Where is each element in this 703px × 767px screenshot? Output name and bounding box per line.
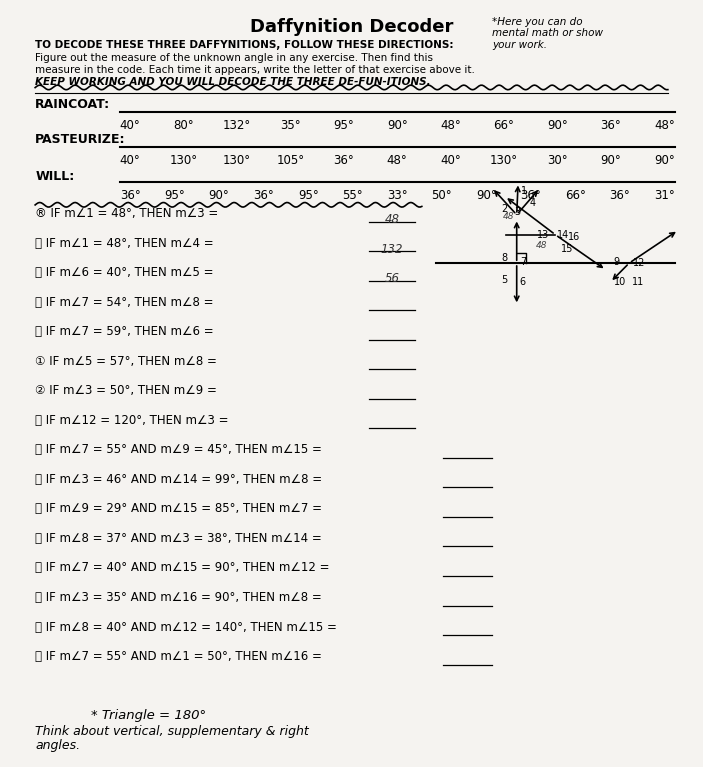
Text: 56: 56 <box>385 272 399 285</box>
Text: 1: 1 <box>521 186 527 196</box>
Text: 4: 4 <box>529 198 536 208</box>
Text: 90°: 90° <box>654 154 675 167</box>
Text: 14: 14 <box>557 230 569 240</box>
Text: ① IF m∠5 = 57°, THEN m∠8 =: ① IF m∠5 = 57°, THEN m∠8 = <box>35 354 217 367</box>
Text: 6: 6 <box>520 277 526 287</box>
Text: Ⓤ IF m∠1 = 48°, THEN m∠4 =: Ⓤ IF m∠1 = 48°, THEN m∠4 = <box>35 236 214 249</box>
Text: 36°: 36° <box>333 154 354 167</box>
Text: Ⓕ IF m∠8 = 37° AND m∠3 = 38°, THEN m∠14 =: Ⓕ IF m∠8 = 37° AND m∠3 = 38°, THEN m∠14 … <box>35 532 322 545</box>
Text: 30°: 30° <box>547 154 568 167</box>
Text: 95°: 95° <box>165 189 185 202</box>
Text: Ⓞ IF m∠7 = 40° AND m∠15 = 90°, THEN m∠12 =: Ⓞ IF m∠7 = 40° AND m∠15 = 90°, THEN m∠12… <box>35 561 330 574</box>
Text: 66°: 66° <box>565 189 586 202</box>
Text: TO DECODE THESE THREE DAFFYNITIONS, FOLLOW THESE DIRECTIONS:: TO DECODE THESE THREE DAFFYNITIONS, FOLL… <box>35 40 453 50</box>
Text: 90°: 90° <box>547 119 568 132</box>
Text: 40°: 40° <box>440 154 461 167</box>
Text: 48: 48 <box>503 212 514 221</box>
Text: 132°: 132° <box>223 119 251 132</box>
Text: ⓗ IF m∠7 = 55° AND m∠9 = 45°, THEN m∠15 =: ⓗ IF m∠7 = 55° AND m∠9 = 45°, THEN m∠15 … <box>35 443 322 456</box>
Text: 36°: 36° <box>253 189 274 202</box>
Text: 16: 16 <box>568 232 580 242</box>
Text: Ⓐ IF m∠7 = 54°, THEN m∠8 =: Ⓐ IF m∠7 = 54°, THEN m∠8 = <box>35 295 214 308</box>
Text: Ⓔ IF m∠8 = 40° AND m∠12 = 140°, THEN m∠15 =: Ⓔ IF m∠8 = 40° AND m∠12 = 140°, THEN m∠1… <box>35 621 337 634</box>
Text: 50°: 50° <box>432 189 452 202</box>
Text: 40°: 40° <box>120 119 141 132</box>
Text: Ⓠ IF m∠3 = 35° AND m∠16 = 90°, THEN m∠8 =: Ⓠ IF m∠3 = 35° AND m∠16 = 90°, THEN m∠8 … <box>35 591 322 604</box>
Text: Ⓢ IF m∠12 = 120°, THEN m∠3 =: Ⓢ IF m∠12 = 120°, THEN m∠3 = <box>35 414 228 426</box>
Text: PASTEURIZE:: PASTEURIZE: <box>35 133 126 146</box>
Text: 15: 15 <box>561 244 574 254</box>
Text: 36°: 36° <box>520 189 541 202</box>
Text: Think about vertical, supplementary & right: Think about vertical, supplementary & ri… <box>35 725 309 738</box>
Text: 130°: 130° <box>223 154 251 167</box>
Text: 35°: 35° <box>280 119 301 132</box>
Text: WILL:: WILL: <box>35 170 75 183</box>
Text: 130°: 130° <box>490 154 518 167</box>
Text: 36°: 36° <box>120 189 141 202</box>
Text: Ⓥ IF m∠6 = 40°, THEN m∠5 =: Ⓥ IF m∠6 = 40°, THEN m∠5 = <box>35 266 214 279</box>
Text: Ⓓ IF m∠7 = 55° AND m∠1 = 50°, THEN m∠16 =: Ⓓ IF m∠7 = 55° AND m∠1 = 50°, THEN m∠16 … <box>35 650 322 663</box>
Text: 132: 132 <box>380 242 404 255</box>
Text: 48°: 48° <box>440 119 461 132</box>
Text: 36°: 36° <box>600 119 621 132</box>
Text: KEEP WORKING AND YOU WILL DECODE THE THREE DE-FUN-ITIONS.: KEEP WORKING AND YOU WILL DECODE THE THR… <box>35 77 431 87</box>
Text: 48°: 48° <box>654 119 675 132</box>
Text: ② IF m∠3 = 50°, THEN m∠9 =: ② IF m∠3 = 50°, THEN m∠9 = <box>35 384 217 397</box>
Text: 33°: 33° <box>387 189 408 202</box>
Text: 8: 8 <box>501 253 508 263</box>
Text: Ⓦ IF m∠9 = 29° AND m∠15 = 85°, THEN m∠7 =: Ⓦ IF m∠9 = 29° AND m∠15 = 85°, THEN m∠7 … <box>35 502 322 515</box>
Text: Daffynition Decoder: Daffynition Decoder <box>250 18 453 35</box>
Text: 95°: 95° <box>298 189 318 202</box>
Text: 11: 11 <box>632 277 644 287</box>
Text: *Here you can do
mental math or show
your work.: *Here you can do mental math or show you… <box>492 17 603 50</box>
Text: * Triangle = 180°: * Triangle = 180° <box>91 709 207 723</box>
Text: 12: 12 <box>633 258 646 268</box>
Text: measure in the code. Each time it appears, write the letter of that exercise abo: measure in the code. Each time it appear… <box>35 65 475 75</box>
Text: 31°: 31° <box>654 189 675 202</box>
Text: RAINCOAT:: RAINCOAT: <box>35 98 110 111</box>
Text: 13: 13 <box>537 230 549 240</box>
Text: Ⓨ IF m∠7 = 59°, THEN m∠6 =: Ⓨ IF m∠7 = 59°, THEN m∠6 = <box>35 325 214 338</box>
Text: ® IF m∠1 = 48°, THEN m∠3 =: ® IF m∠1 = 48°, THEN m∠3 = <box>35 207 219 220</box>
Text: 48: 48 <box>536 241 547 250</box>
Text: 90°: 90° <box>600 154 621 167</box>
Text: 48: 48 <box>385 213 399 226</box>
Text: 105°: 105° <box>276 154 304 167</box>
Text: 2: 2 <box>501 204 508 214</box>
Text: 48°: 48° <box>387 154 408 167</box>
Text: 10: 10 <box>614 277 626 287</box>
Text: 7: 7 <box>520 257 527 267</box>
Text: 90°: 90° <box>476 189 496 202</box>
Text: 130°: 130° <box>169 154 198 167</box>
Text: 40°: 40° <box>120 154 141 167</box>
Text: 9: 9 <box>614 257 620 267</box>
Text: 5: 5 <box>501 275 508 285</box>
Text: Ⓝ IF m∠3 = 46° AND m∠14 = 99°, THEN m∠8 =: Ⓝ IF m∠3 = 46° AND m∠14 = 99°, THEN m∠8 … <box>35 472 322 486</box>
Text: angles.: angles. <box>35 739 80 752</box>
Text: Figure out the measure of the unknown angle in any exercise. Then find this: Figure out the measure of the unknown an… <box>35 53 433 63</box>
Text: 55°: 55° <box>342 189 363 202</box>
Text: 80°: 80° <box>173 119 194 132</box>
Text: 95°: 95° <box>333 119 354 132</box>
Text: 66°: 66° <box>494 119 515 132</box>
Text: 90°: 90° <box>387 119 408 132</box>
Text: 90°: 90° <box>209 189 229 202</box>
Text: 36°: 36° <box>610 189 630 202</box>
Text: 3: 3 <box>514 207 520 217</box>
